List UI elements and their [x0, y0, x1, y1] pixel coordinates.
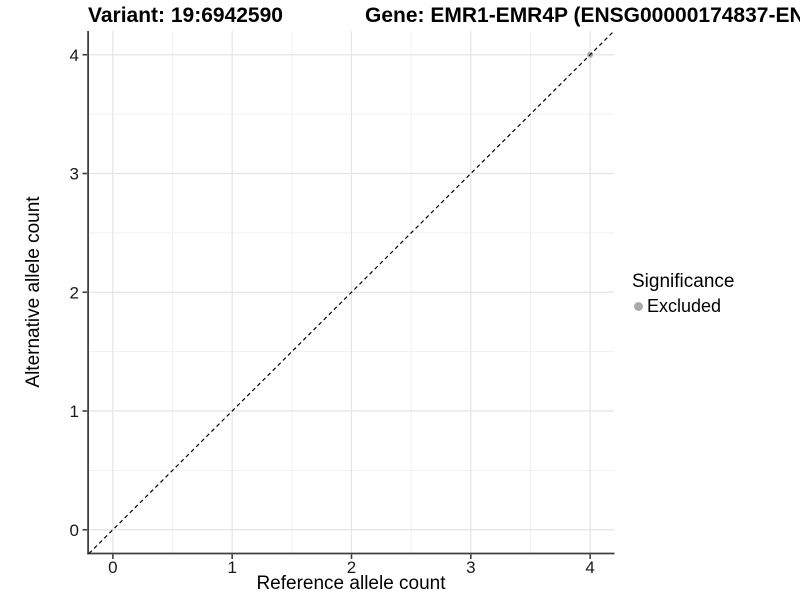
- y-tick-label: 1: [70, 402, 79, 421]
- y-tick-label: 4: [70, 46, 79, 65]
- legend-item-excluded: Excluded: [632, 296, 734, 317]
- plot-title-gene: Gene: EMR1-EMR4P (ENSG00000174837-ENSG: [365, 4, 800, 27]
- identity-reference-line: [88, 30, 615, 554]
- plot-title-variant: Variant: 19:6942590: [88, 4, 283, 27]
- x-tick-label: 4: [585, 558, 594, 577]
- legend-item-label: Excluded: [647, 296, 722, 316]
- legend-point-icon: [634, 302, 643, 311]
- x-axis-title: Reference allele count: [256, 573, 446, 594]
- x-tick-label: 1: [227, 558, 236, 577]
- x-tick-label: 2: [347, 558, 356, 577]
- y-tick-label: 2: [70, 283, 79, 302]
- y-tick-label: 3: [70, 165, 79, 184]
- y-tick-label: 0: [70, 521, 79, 540]
- y-axis-title: Alternative allele count: [23, 196, 44, 388]
- x-tick-label: 3: [466, 558, 475, 577]
- x-tick-label: 0: [108, 558, 117, 577]
- legend: Significance Excluded: [632, 271, 734, 317]
- legend-title: Significance: [632, 271, 735, 292]
